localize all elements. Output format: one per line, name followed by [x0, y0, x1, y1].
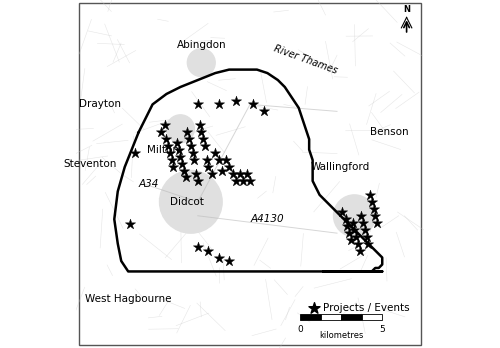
Bar — [321, 314, 342, 320]
Text: Projects / Events: Projects / Events — [323, 303, 410, 313]
Point — [192, 171, 200, 177]
Point — [347, 237, 355, 243]
Point — [185, 136, 193, 142]
Point — [126, 222, 134, 227]
Point — [239, 178, 247, 184]
Point — [366, 192, 374, 198]
Text: Didcot: Didcot — [170, 197, 204, 207]
Text: Milton: Milton — [147, 145, 179, 155]
Point — [194, 102, 202, 107]
Point — [158, 129, 166, 135]
Point — [201, 143, 209, 149]
Point — [362, 234, 370, 239]
Point — [372, 213, 380, 219]
Point — [225, 258, 233, 264]
Point — [187, 143, 195, 149]
Point — [198, 129, 205, 135]
Text: West Hagbourne: West Hagbourne — [85, 294, 172, 304]
Point — [218, 168, 226, 173]
Point — [174, 147, 182, 152]
Text: Benson: Benson — [370, 127, 408, 137]
Point — [164, 143, 172, 149]
Point — [204, 164, 212, 170]
Text: 5: 5 — [380, 325, 385, 334]
Text: N: N — [403, 5, 410, 14]
Point — [350, 227, 358, 232]
FancyBboxPatch shape — [80, 3, 420, 345]
Point — [166, 150, 174, 156]
Point — [173, 140, 181, 145]
Point — [214, 102, 222, 107]
Text: Abingdon: Abingdon — [176, 40, 226, 50]
Point — [232, 178, 240, 184]
Text: River Thames: River Thames — [272, 43, 339, 75]
Point — [194, 178, 202, 184]
Circle shape — [166, 115, 194, 143]
Text: A34: A34 — [139, 180, 160, 189]
Circle shape — [160, 171, 222, 233]
Point — [352, 234, 360, 239]
Point — [236, 171, 244, 177]
Text: Wallingford: Wallingford — [311, 162, 370, 172]
Point — [358, 213, 366, 219]
Point — [246, 178, 254, 184]
Point — [199, 136, 207, 142]
Point — [338, 209, 346, 215]
Point — [232, 98, 240, 104]
Circle shape — [188, 49, 215, 77]
Point — [202, 157, 210, 163]
Point — [368, 199, 376, 205]
Point — [373, 220, 381, 226]
Point — [342, 216, 349, 222]
Point — [260, 109, 268, 114]
Point — [354, 241, 362, 246]
Circle shape — [334, 195, 376, 237]
Text: Steventon: Steventon — [63, 159, 116, 168]
Point — [162, 136, 170, 142]
Point — [196, 122, 203, 128]
Text: A4130: A4130 — [250, 214, 284, 224]
Point — [160, 122, 168, 128]
Point — [214, 255, 222, 260]
Point — [370, 206, 378, 212]
Point — [131, 150, 139, 156]
Point — [178, 161, 186, 166]
Point — [250, 102, 258, 107]
Point — [208, 171, 216, 177]
Point — [211, 150, 219, 156]
Point — [344, 223, 351, 229]
Point — [364, 241, 372, 246]
Text: Drayton: Drayton — [80, 100, 122, 109]
Point — [242, 171, 250, 177]
Text: 0: 0 — [298, 325, 304, 334]
Point — [228, 171, 236, 177]
Point — [361, 227, 369, 232]
Point — [214, 157, 222, 163]
Point — [168, 157, 175, 163]
Point — [359, 220, 367, 226]
Point — [180, 168, 188, 173]
Bar — [300, 314, 321, 320]
Point — [194, 244, 202, 250]
Point — [182, 175, 190, 180]
Point — [170, 164, 177, 170]
Point — [176, 154, 184, 159]
Point — [356, 248, 364, 253]
Bar — [362, 314, 382, 320]
Point — [190, 157, 198, 163]
Text: kilometres: kilometres — [319, 331, 364, 340]
Point — [345, 230, 353, 236]
Point — [225, 164, 233, 170]
Point — [184, 129, 192, 135]
Point — [222, 157, 230, 163]
Point — [204, 248, 212, 253]
Bar — [342, 314, 362, 320]
Point — [188, 150, 196, 156]
Point — [348, 220, 356, 226]
Point — [310, 305, 318, 311]
